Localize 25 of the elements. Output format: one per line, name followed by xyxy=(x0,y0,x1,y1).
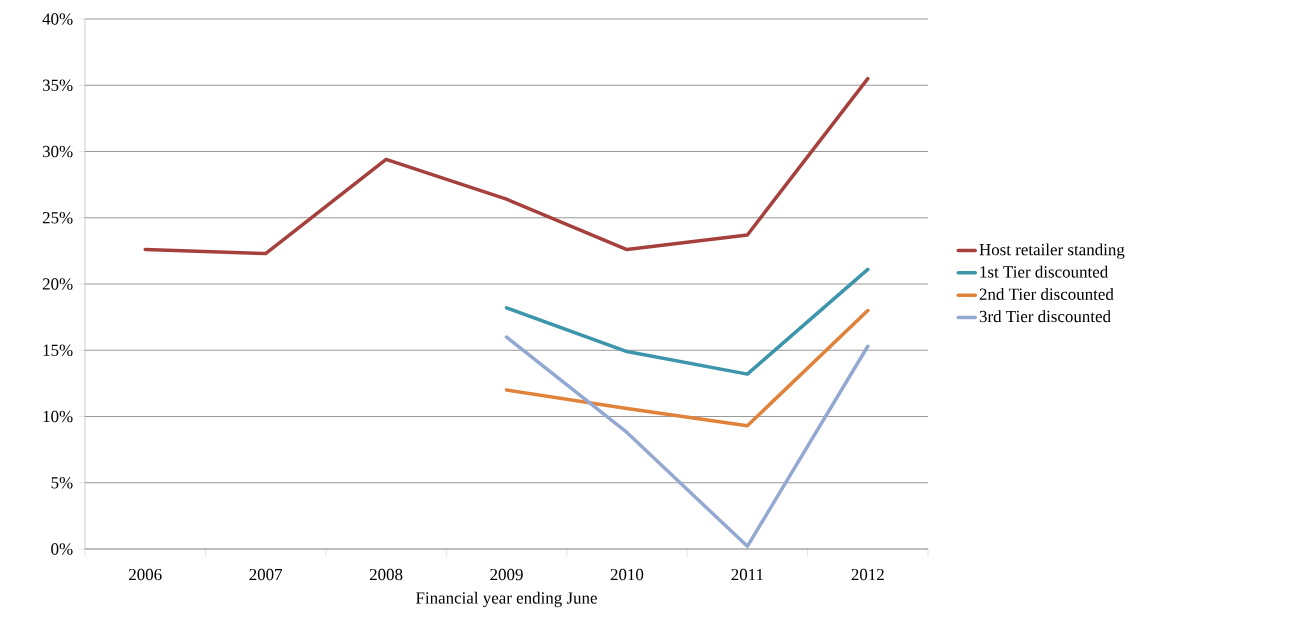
legend-label: 2nd Tier discounted xyxy=(979,287,1114,300)
x-tick-label: 2007 xyxy=(249,568,283,581)
x-tick-label: 2012 xyxy=(851,568,884,581)
x-tick-label: 2008 xyxy=(369,568,403,581)
y-tick-label: 10% xyxy=(43,410,73,423)
y-tick-label: 5% xyxy=(51,477,73,489)
legend-label: Host retailer standing xyxy=(979,243,1125,259)
y-tick-label: 30% xyxy=(42,145,73,158)
x-tick-label: 2010 xyxy=(610,568,644,581)
y-tick-label: 15% xyxy=(43,344,73,356)
y-tick-label: 35% xyxy=(42,79,73,91)
line-series xyxy=(504,335,870,549)
line-series xyxy=(504,308,870,428)
x-tick-label: 2011 xyxy=(731,568,763,581)
legend-label: 1st Tier discounted xyxy=(980,265,1109,278)
y-tick-label: 40% xyxy=(42,13,73,25)
line-series xyxy=(143,76,870,256)
y-tick-label: 0% xyxy=(51,543,73,555)
x-axis-title: Financial year ending June xyxy=(415,591,597,608)
x-tick-label: 2009 xyxy=(490,568,523,581)
x-tick-label: 2006 xyxy=(129,568,162,581)
y-tick-label: 25% xyxy=(42,212,73,224)
line-series xyxy=(504,267,870,376)
legend-label: 3rd Tier discounted xyxy=(979,310,1111,323)
y-tick-label: 20% xyxy=(42,278,73,290)
